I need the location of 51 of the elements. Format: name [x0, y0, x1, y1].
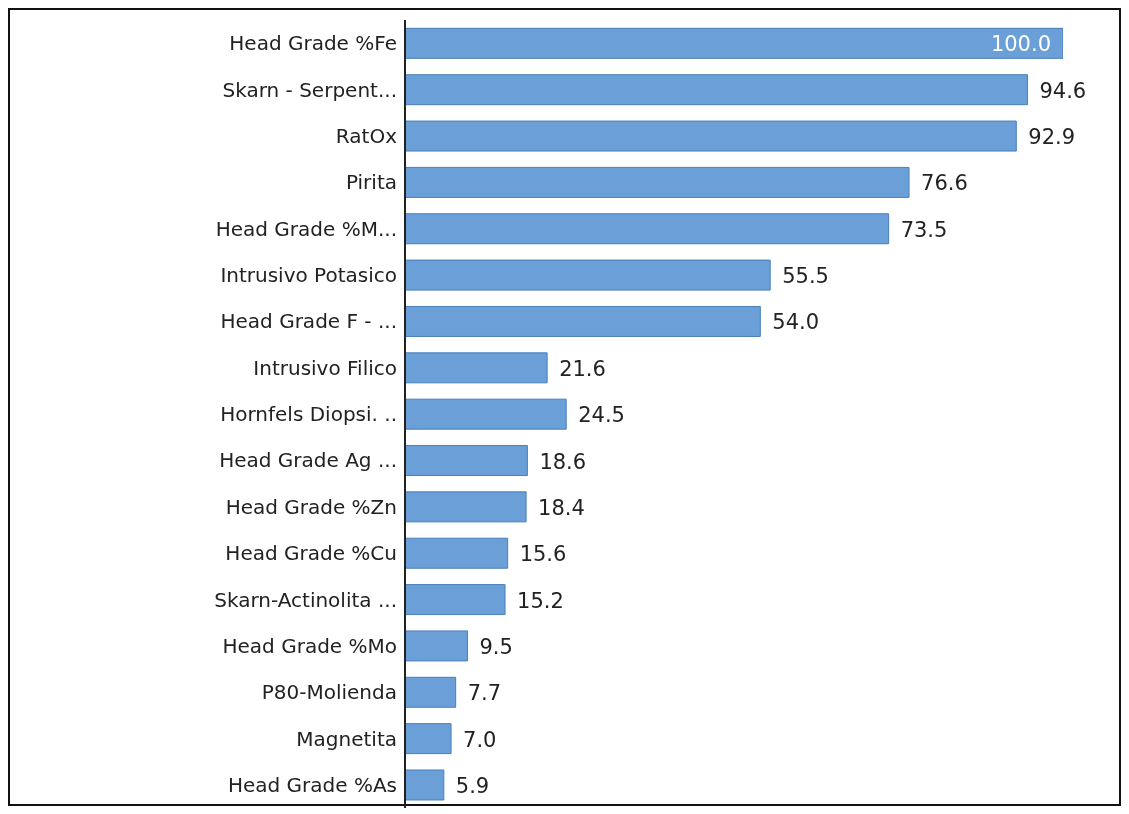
y-tick-label: Head Grade %As: [227, 772, 397, 797]
y-tick-label: Head Grade %M...: [215, 216, 397, 241]
bar: [405, 537, 509, 569]
y-tick-label: Skarn - Serpent...: [222, 77, 397, 102]
data-label: 15.6: [519, 542, 567, 567]
data-label: 76.6: [921, 171, 968, 196]
y-tick-label: Intrusivo Potasico: [220, 263, 397, 288]
data-label: 7.7: [467, 681, 502, 706]
data-label: 100.0: [990, 32, 1051, 57]
data-label: 5.9: [455, 773, 490, 798]
data-label: 92.9: [1028, 125, 1076, 150]
data-label: 24.5: [578, 403, 625, 428]
bar: [405, 120, 1017, 152]
data-label: 94.6: [1039, 78, 1087, 103]
y-tick-label: Skarn-Actinolita ...: [214, 587, 397, 612]
data-label: 7.0: [463, 727, 497, 752]
y-tick-label: Head Grade %Cu: [225, 541, 397, 566]
data-label: 54.0: [772, 310, 820, 335]
bar: [405, 723, 452, 755]
bar: [405, 584, 506, 616]
y-tick-label: Intrusivo Filico: [253, 355, 397, 380]
bar: [405, 445, 528, 477]
data-label: 21.6: [559, 356, 606, 381]
bar: [405, 398, 567, 430]
y-tick-label: Head Grade %Mo: [222, 633, 397, 658]
y-tick-label: Pirita: [345, 170, 397, 195]
bar: [405, 769, 445, 801]
data-label: 55.5: [782, 264, 829, 289]
bar: [405, 27, 1063, 59]
y-tick-label: RatOx: [335, 123, 398, 148]
bar: [405, 74, 1028, 106]
y-tick-label: Head Grade F - ...: [220, 309, 397, 334]
y-tick-label: Magnetita: [296, 726, 397, 751]
bar: [405, 676, 457, 708]
bar: [405, 259, 771, 291]
data-label: 18.4: [538, 495, 585, 520]
bar: [405, 352, 548, 384]
bar: [405, 491, 527, 523]
y-tick-label: Head Grade %Zn: [225, 494, 397, 519]
y-tick-label: Head Grade %Fe: [229, 31, 397, 56]
y-tick-label: Head Grade Ag ...: [219, 448, 397, 473]
bar: [405, 213, 890, 245]
bar: [405, 166, 910, 198]
data-label: 73.5: [900, 217, 948, 242]
data-label: 9.5: [479, 634, 513, 659]
bar: [405, 630, 469, 662]
y-tick-label: P80-Molienda: [261, 680, 397, 705]
y-tick-label: Hornfels Diopsi. ..: [220, 402, 397, 427]
bar: [405, 305, 761, 337]
data-label: 15.2: [517, 588, 564, 613]
data-label: 18.6: [539, 449, 587, 474]
